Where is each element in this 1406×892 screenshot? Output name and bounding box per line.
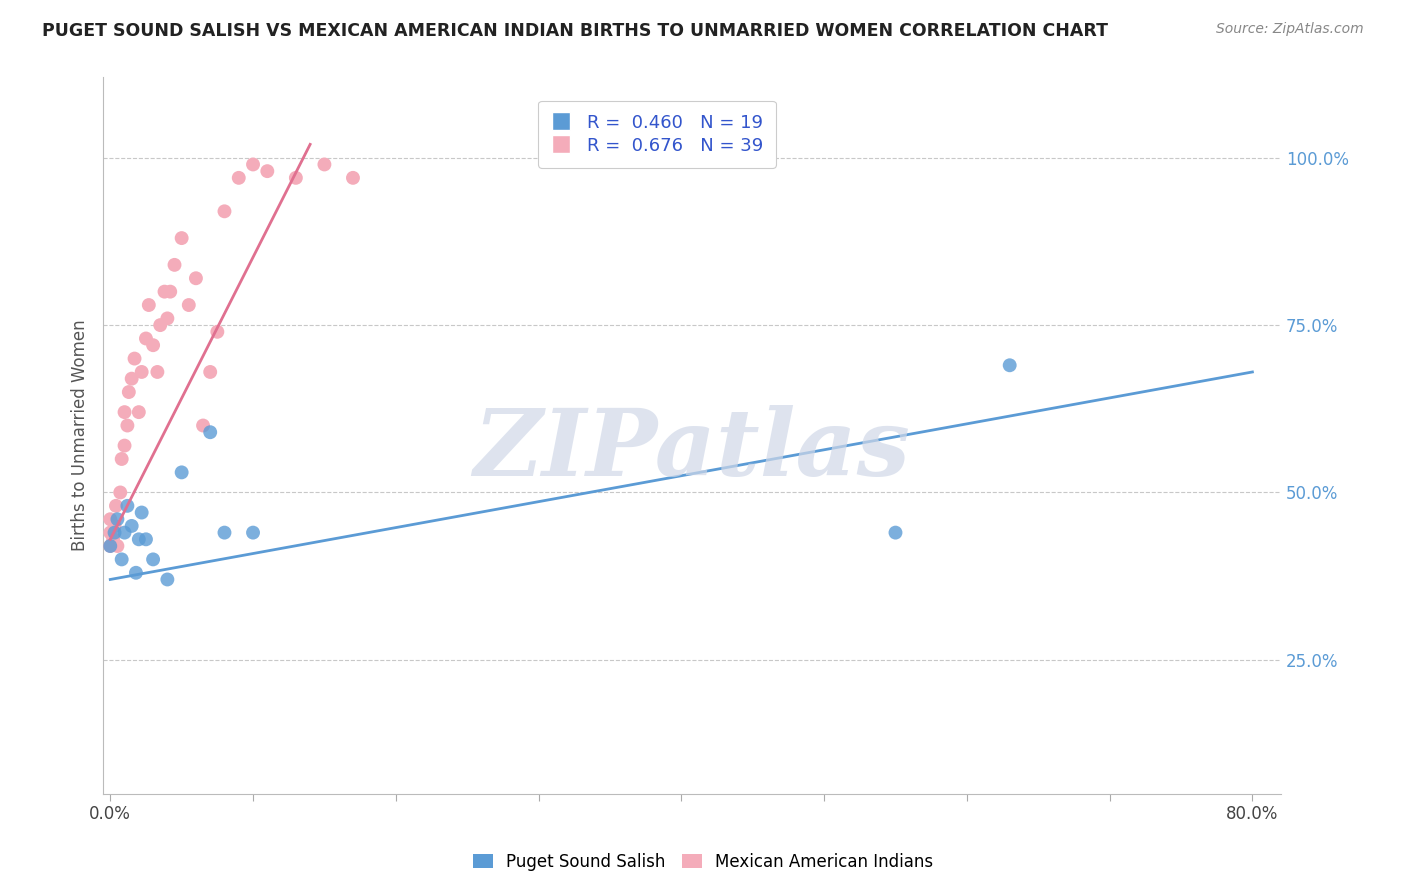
- Point: [159, 285, 181, 299]
- Point: [101, 533, 124, 547]
- Text: ZIPatlas: ZIPatlas: [474, 405, 911, 495]
- Point: [111, 452, 134, 467]
- Point: [214, 204, 236, 219]
- Point: [153, 285, 176, 299]
- Point: [107, 539, 129, 553]
- Point: [228, 170, 250, 185]
- Point: [177, 298, 200, 312]
- Point: [114, 405, 136, 419]
- Point: [242, 157, 264, 171]
- Point: [207, 325, 229, 339]
- Point: [98, 512, 121, 526]
- Point: [103, 525, 125, 540]
- Point: [142, 552, 165, 566]
- Point: [342, 170, 364, 185]
- Point: [98, 525, 121, 540]
- Point: [131, 506, 153, 520]
- Point: [104, 499, 127, 513]
- Point: [117, 499, 139, 513]
- Point: [98, 539, 121, 553]
- Point: [131, 365, 153, 379]
- Point: [128, 405, 150, 419]
- Point: [135, 331, 157, 345]
- Point: [135, 533, 157, 547]
- Point: [156, 573, 179, 587]
- Point: [163, 258, 186, 272]
- Y-axis label: Births to Unmarried Women: Births to Unmarried Women: [72, 319, 89, 551]
- Point: [138, 298, 160, 312]
- Point: [107, 512, 129, 526]
- Text: PUGET SOUND SALISH VS MEXICAN AMERICAN INDIAN BIRTHS TO UNMARRIED WOMEN CORRELAT: PUGET SOUND SALISH VS MEXICAN AMERICAN I…: [42, 22, 1108, 40]
- Point: [110, 485, 132, 500]
- Point: [146, 365, 169, 379]
- Point: [214, 525, 236, 540]
- Text: Source: ZipAtlas.com: Source: ZipAtlas.com: [1216, 22, 1364, 37]
- Point: [170, 231, 193, 245]
- Point: [998, 358, 1021, 372]
- Point: [242, 525, 264, 540]
- Point: [103, 519, 125, 533]
- Point: [149, 318, 172, 332]
- Point: [200, 425, 222, 440]
- Point: [314, 157, 336, 171]
- Point: [121, 372, 143, 386]
- Point: [191, 418, 214, 433]
- Point: [124, 351, 146, 366]
- Legend: R =  0.460   N = 19, R =  0.676   N = 39: R = 0.460 N = 19, R = 0.676 N = 39: [538, 101, 776, 168]
- Point: [284, 170, 307, 185]
- Point: [156, 311, 179, 326]
- Point: [884, 525, 907, 540]
- Point: [114, 439, 136, 453]
- Point: [114, 525, 136, 540]
- Point: [125, 566, 148, 580]
- Point: [200, 365, 222, 379]
- Point: [117, 418, 139, 433]
- Point: [128, 533, 150, 547]
- Point: [184, 271, 207, 285]
- Point: [170, 466, 193, 480]
- Point: [142, 338, 165, 352]
- Legend: Puget Sound Salish, Mexican American Indians: Puget Sound Salish, Mexican American Ind…: [464, 845, 942, 880]
- Point: [256, 164, 278, 178]
- Point: [121, 519, 143, 533]
- Point: [98, 539, 121, 553]
- Point: [118, 385, 141, 400]
- Point: [111, 552, 134, 566]
